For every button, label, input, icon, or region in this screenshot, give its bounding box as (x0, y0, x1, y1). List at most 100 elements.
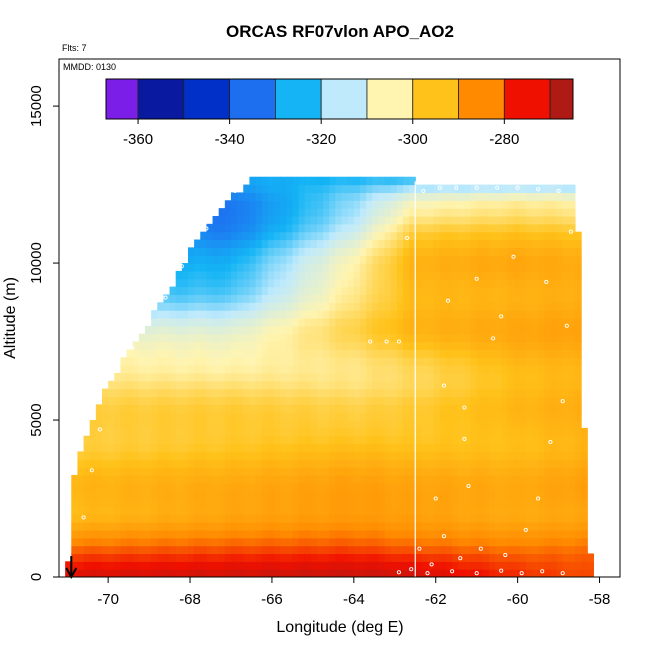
heatmap-cell (181, 372, 189, 382)
heatmap-cell (138, 349, 146, 358)
heatmap-cell (427, 302, 435, 311)
heatmap-cell (384, 412, 392, 421)
heatmap-cell (329, 215, 336, 225)
heatmap-cell (169, 286, 177, 296)
heatmap-cell (218, 443, 226, 453)
heatmap-cell (402, 420, 410, 429)
heatmap-cell (427, 529, 435, 539)
heatmap-cell (194, 325, 201, 335)
heatmap-cell (323, 553, 330, 562)
heatmap-cell (89, 451, 97, 460)
heatmap-cell (335, 231, 343, 241)
heatmap-cell (255, 569, 263, 577)
heatmap-cell (574, 318, 582, 327)
heatmap-cell (212, 372, 220, 382)
heatmap-cell (230, 286, 238, 296)
heatmap-cell (181, 365, 189, 374)
heatmap-cell (310, 553, 318, 562)
heatmap-cell (304, 286, 312, 296)
heatmap-cell (218, 412, 226, 421)
heatmap-cell (200, 310, 208, 319)
heatmap-cell (378, 380, 386, 390)
sample-point (368, 339, 373, 344)
heatmap-cell (212, 286, 220, 296)
heatmap-cell (181, 420, 189, 429)
heatmap-cell (224, 223, 232, 233)
heatmap-cell (525, 553, 533, 562)
heatmap-cell (488, 208, 496, 217)
heatmap-cell (550, 396, 558, 405)
heatmap-cell (568, 223, 576, 233)
heatmap-cell (519, 333, 527, 343)
heatmap-cell (120, 443, 128, 453)
heatmap-cell (255, 192, 263, 201)
heatmap-cell (126, 474, 134, 484)
heatmap-cell (194, 474, 201, 484)
heatmap-cell (138, 490, 146, 500)
heatmap-cell (378, 333, 386, 343)
heatmap-cell (230, 569, 238, 577)
heatmap-cell (169, 545, 177, 555)
heatmap-cell (550, 357, 558, 366)
heatmap-cell (507, 302, 515, 311)
heatmap-cell (102, 545, 109, 555)
heatmap-cell (427, 420, 435, 429)
heatmap-cell (243, 208, 251, 217)
heatmap-cell (402, 388, 410, 398)
heatmap-cell (304, 357, 312, 366)
heatmap-cell (187, 325, 195, 335)
heatmap-cell (347, 365, 355, 374)
heatmap-cell (175, 467, 183, 476)
heatmap-cell (237, 569, 244, 577)
heatmap-cell (531, 223, 539, 233)
heatmap-cell (230, 357, 238, 366)
colorbar: -360 -340 -320 -300 -280 (105, 78, 574, 148)
heatmap-cell (372, 255, 379, 264)
heatmap-cell (347, 514, 355, 523)
heatmap-cell (347, 286, 355, 296)
heatmap-cell (329, 223, 336, 233)
heatmap-cell (513, 529, 521, 539)
heatmap-cell (427, 278, 435, 288)
heatmap-cell (261, 545, 269, 555)
heatmap-cell (261, 176, 269, 186)
heatmap-cell (310, 325, 318, 335)
heatmap-cell (501, 310, 508, 319)
heatmap-cell (224, 325, 232, 335)
heatmap-cell (237, 318, 244, 327)
heatmap-cell (341, 192, 349, 201)
heatmap-cell (519, 341, 527, 350)
heatmap-cell (390, 404, 398, 413)
heatmap-cell (169, 459, 177, 468)
heatmap-cell (77, 467, 85, 476)
heatmap-cell (267, 372, 275, 382)
heatmap-cell (126, 420, 134, 429)
heatmap-cell (452, 451, 459, 460)
heatmap-cell (218, 341, 226, 350)
heatmap-cell (372, 498, 379, 507)
heatmap-cell (323, 310, 330, 319)
heatmap-cell (108, 474, 115, 484)
heatmap-cell (316, 529, 324, 539)
heatmap-cell (224, 270, 232, 280)
heatmap-cell (556, 341, 564, 350)
heatmap-cell (237, 325, 244, 335)
heatmap-cell (194, 514, 201, 523)
heatmap-cell (513, 365, 521, 374)
heatmap-cell (495, 420, 502, 429)
heatmap-cell (452, 278, 459, 288)
heatmap-cell (409, 420, 416, 429)
heatmap-cell (488, 553, 496, 562)
heatmap-cell (138, 514, 146, 523)
heatmap-cell (519, 427, 527, 437)
heatmap-cell (329, 263, 336, 272)
heatmap-cell (427, 372, 435, 382)
heatmap-cell (206, 349, 214, 358)
heatmap-cell (267, 482, 275, 492)
heatmap-cell (501, 459, 508, 468)
heatmap-cell (574, 349, 582, 358)
heatmap-cell (163, 451, 171, 460)
heatmap-cell (378, 215, 386, 225)
heatmap-cell (439, 208, 447, 217)
heatmap-cell (415, 420, 422, 429)
